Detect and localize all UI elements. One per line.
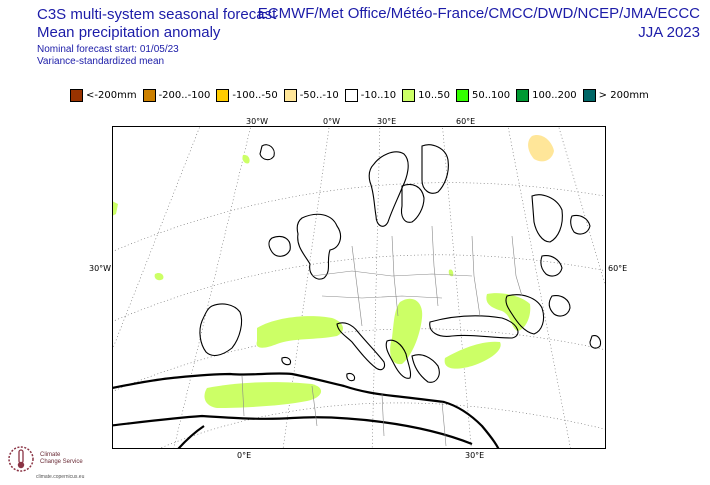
season-label: JJA 2023 [638, 24, 700, 41]
legend-swatch [70, 89, 83, 102]
legend-item: -100..-50 [216, 89, 278, 102]
legend-swatch [402, 89, 416, 102]
logo-text: Climate Change Service [40, 452, 83, 466]
title-block: C3S multi-system seasonal forecast Mean … [37, 6, 276, 68]
axis-label-top: 0°W [323, 117, 340, 126]
legend-label: 100..200 [532, 90, 577, 101]
legend-swatch [216, 89, 230, 102]
legend-label: <-200mm [86, 90, 137, 101]
logo-line-2: Change Service [40, 459, 83, 465]
continental-outline [112, 372, 500, 449]
legend-swatch [142, 89, 156, 102]
method-note: Variance-standardized mean [37, 56, 165, 67]
centres-list: ECMWF/Met Office/Météo-France/CMCC/DWD/N… [257, 5, 700, 22]
legend-item: 100..200 [516, 89, 577, 102]
logo-url: climate.copernicus.eu [36, 474, 85, 480]
legend-label: -200..-100 [158, 90, 211, 101]
anomaly-negative [528, 135, 554, 162]
axis-label-bottom: 0°E [237, 451, 252, 460]
legend-label: -100..-50 [232, 90, 278, 101]
title-line-1: C3S multi-system seasonal forecast [37, 6, 277, 23]
color-legend: <-200mm -200..-100 -100..-50 -50..-10 -1… [70, 89, 655, 102]
legend-swatch [283, 89, 297, 102]
legend-label: 10..50 [418, 90, 450, 101]
legend-label: > 200mm [598, 90, 649, 101]
legend-item: <-200mm [70, 89, 137, 102]
legend-item: 50..100 [455, 89, 511, 102]
legend-item: > 200mm [582, 89, 649, 102]
legend-swatch [344, 89, 358, 102]
legend-item: -50..-10 [283, 89, 339, 102]
legend-label: -10..10 [360, 90, 397, 101]
title-right-block: ECMWF/Met Office/Météo-France/CMCC/DWD/N… [258, 4, 700, 42]
forecast-start: Nominal forecast start: 01/05/23 [37, 44, 179, 55]
axis-label-left: 30°W [89, 264, 112, 273]
title-line-2: Mean precipitation anomaly [37, 24, 221, 41]
legend-item: -200..-100 [142, 89, 211, 102]
legend-label: -50..-10 [299, 90, 339, 101]
logo-line-1: Climate [40, 452, 61, 458]
legend-item: -10..10 [344, 89, 397, 102]
axis-label-top: 30°W [246, 117, 269, 126]
axis-label-top: 30°E [377, 117, 397, 126]
legend-swatch [455, 89, 469, 102]
anomaly-positive [112, 154, 531, 408]
thermometer-logo-icon [8, 446, 34, 472]
graticule [112, 126, 606, 449]
coastlines [199, 144, 602, 383]
country-borders [241, 225, 523, 447]
axis-label-top: 60°E [456, 117, 476, 126]
legend-item: 10..50 [402, 89, 450, 102]
precipitation-map [112, 126, 606, 449]
legend-swatch [516, 89, 530, 102]
copernicus-logo: Climate Change Service [6, 444, 83, 474]
axis-label-right: 60°E [608, 264, 628, 273]
legend-swatch [582, 89, 596, 102]
axis-label-bottom: 30°E [465, 451, 485, 460]
legend-label: 50..100 [471, 90, 511, 101]
